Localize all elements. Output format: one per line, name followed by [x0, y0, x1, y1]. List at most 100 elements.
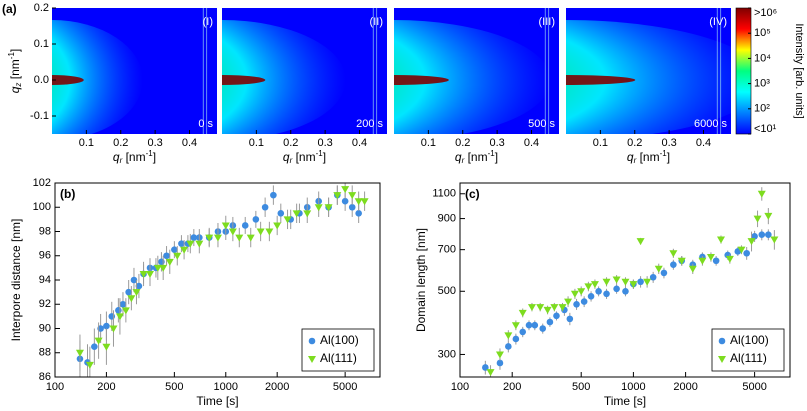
y-tick-label: 98: [39, 225, 51, 237]
marker: [186, 240, 195, 248]
marker: [173, 252, 182, 260]
marker: [584, 283, 593, 291]
symbol: q: [8, 86, 22, 93]
unit-end: ]: [153, 150, 156, 164]
marker: [706, 253, 715, 261]
colorbar-label: Intensity [arb. units]: [793, 23, 805, 118]
marker: [165, 258, 174, 266]
y-axis-label: Domain length [nm]: [414, 228, 428, 332]
marker: [241, 222, 249, 229]
unit: [nm: [122, 150, 145, 164]
panel-number: (IV): [709, 16, 727, 28]
unit: [nm: [464, 150, 487, 164]
marker: [205, 234, 214, 242]
x-tick-label: 0.4: [352, 137, 367, 149]
marker: [654, 265, 663, 273]
marker: [743, 249, 750, 257]
marker: [536, 304, 545, 312]
subscript: r: [634, 156, 637, 165]
heatmap: [52, 8, 217, 134]
axes-frame: [54, 182, 381, 378]
x-axis-label: qr [nm-1]: [627, 149, 670, 165]
marker: [573, 301, 580, 308]
marker: [539, 325, 547, 332]
y-tick-label: 900: [438, 212, 456, 224]
superscript: -1: [488, 149, 496, 158]
x-tick-label: 200: [97, 381, 115, 393]
y-tick-label: 300: [438, 348, 456, 360]
marker: [629, 281, 638, 289]
x-tick-label: 0.2: [113, 137, 128, 149]
plot-area: [75, 183, 369, 377]
marker: [716, 236, 725, 244]
marker: [770, 236, 779, 244]
legend-label: Al(100): [320, 333, 359, 347]
marker: [660, 269, 668, 277]
marker: [333, 192, 342, 200]
x-tick-label: 0.4: [696, 137, 711, 149]
heatmap: [222, 8, 387, 134]
marker: [757, 190, 766, 198]
x-tick-label: 2000: [673, 381, 697, 393]
y-tick-label: 0.1: [34, 38, 49, 50]
marker: [115, 313, 124, 321]
legend-label: Al(111): [320, 351, 357, 365]
x-axis-label: qr [nm-1]: [455, 149, 498, 165]
marker: [580, 298, 588, 305]
marker: [612, 276, 621, 284]
marker: [621, 278, 630, 286]
marker: [348, 203, 356, 211]
marker: [758, 231, 766, 239]
marker: [577, 288, 586, 296]
marker: [486, 369, 495, 377]
x-tick-label: 0.4: [524, 137, 539, 149]
x-tick-label: 200: [503, 381, 521, 393]
symbol: q: [113, 150, 120, 164]
colorbar-tick-label: <10¹: [754, 123, 777, 135]
marker: [564, 298, 573, 306]
symbol: q: [283, 150, 290, 164]
panel-time: 0 s: [198, 118, 213, 130]
legend-label: Al(111): [730, 351, 767, 365]
marker: [180, 246, 189, 254]
marker: [712, 257, 720, 265]
x-axis-label: Time [s]: [604, 394, 646, 408]
y-axis-label: Interpore distance [nm]: [9, 219, 23, 342]
marker: [252, 216, 260, 223]
marker: [531, 321, 539, 329]
marker: [613, 285, 620, 293]
marker: [130, 276, 138, 284]
symbol: q: [627, 150, 634, 164]
heatmap-core: [52, 75, 84, 85]
x-tick-label: 0.1: [593, 137, 608, 149]
unit-end: ]: [667, 150, 670, 164]
marker: [103, 322, 110, 330]
marker: [91, 343, 98, 350]
marker: [590, 281, 599, 289]
marker: [677, 257, 686, 265]
marker: [566, 315, 574, 323]
marker: [622, 287, 629, 295]
y-tick-label: -0.1: [30, 110, 49, 122]
marker: [270, 191, 277, 199]
superscript: -1: [7, 52, 16, 60]
x-tick-label: 5000: [333, 381, 357, 393]
subscript: r: [120, 156, 123, 165]
panel-number: (II): [370, 16, 383, 28]
marker: [518, 309, 527, 317]
marker: [670, 261, 677, 268]
marker: [764, 212, 773, 220]
x-tick-label: 500: [165, 381, 183, 393]
marker: [119, 300, 127, 308]
marker: [341, 186, 350, 194]
colorbar-tick-label: 10³: [754, 78, 770, 90]
x-tick-label: 0.3: [317, 137, 332, 149]
unit-end: ]: [323, 150, 326, 164]
marker: [303, 210, 312, 218]
panel-label: (a): [2, 2, 17, 16]
marker: [273, 222, 282, 230]
superscript: -1: [660, 149, 668, 158]
unit: [nm: [636, 150, 659, 164]
marker: [603, 290, 610, 298]
marker: [265, 228, 274, 236]
